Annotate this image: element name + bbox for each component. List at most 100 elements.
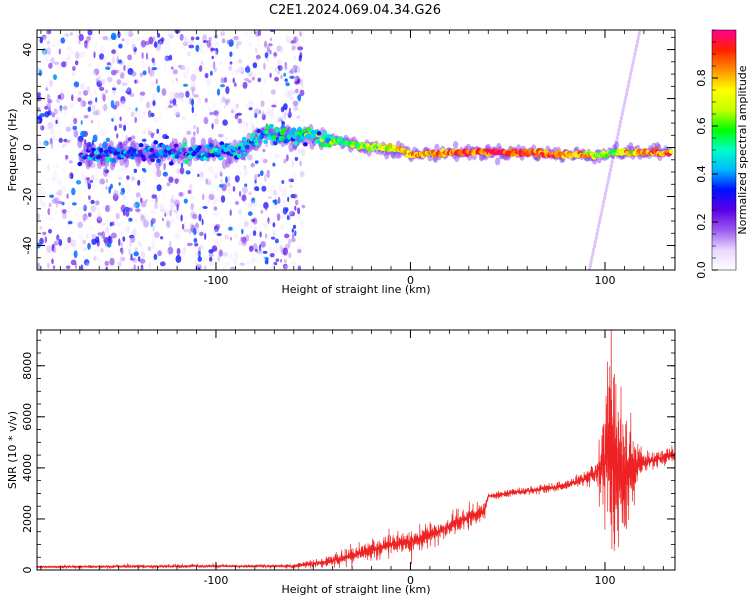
noise-speckle bbox=[158, 125, 162, 133]
noise-speckle bbox=[164, 212, 167, 217]
noise-speckle bbox=[131, 267, 135, 270]
noise-speckle bbox=[193, 94, 199, 98]
noise-speckle bbox=[155, 203, 160, 208]
noise-speckle bbox=[271, 184, 276, 190]
noise-speckle bbox=[248, 191, 253, 195]
noise-speckle bbox=[124, 206, 130, 212]
noise-speckle bbox=[128, 248, 131, 255]
noise-speckle bbox=[232, 257, 238, 265]
noise-speckle bbox=[120, 191, 124, 196]
noise-speckle bbox=[52, 164, 59, 169]
noise-speckle bbox=[47, 164, 50, 171]
noise-speckle bbox=[51, 123, 57, 127]
ridge-mark bbox=[197, 145, 202, 150]
noise-speckle bbox=[93, 68, 100, 76]
ridge-halo-mark bbox=[453, 141, 459, 149]
noise-speckle bbox=[157, 42, 161, 50]
colorbar-ticks: 0.0 0.2 0.4 0.6 0.8 bbox=[695, 29, 718, 279]
noise-speckle bbox=[125, 134, 128, 143]
noise-speckle bbox=[236, 59, 241, 63]
noise-speckle bbox=[95, 109, 101, 116]
noise-speckle bbox=[182, 45, 186, 51]
noise-speckle bbox=[248, 42, 252, 48]
noise-speckle bbox=[281, 121, 285, 126]
noise-speckle bbox=[89, 179, 94, 184]
noise-speckle bbox=[193, 124, 197, 130]
noise-speckle bbox=[111, 118, 114, 122]
noise-speckle bbox=[191, 167, 195, 173]
noise-speckle bbox=[106, 242, 112, 248]
noise-speckle bbox=[261, 113, 266, 121]
noise-speckle bbox=[61, 61, 67, 68]
noise-speckle bbox=[206, 40, 212, 48]
noise-speckle bbox=[280, 259, 283, 263]
diagonal-streak-mark bbox=[629, 71, 633, 77]
ridge-mark bbox=[181, 147, 187, 153]
ridge-halo-mark bbox=[454, 154, 460, 163]
noise-speckle bbox=[41, 47, 47, 55]
spectrogram-heatmap bbox=[37, 30, 674, 270]
noise-speckle bbox=[288, 238, 292, 244]
noise-speckle bbox=[45, 245, 52, 249]
noise-speckle bbox=[290, 261, 297, 265]
noise-speckle bbox=[61, 235, 64, 243]
ridge-mark bbox=[220, 144, 226, 149]
noise-speckle bbox=[245, 104, 250, 109]
noise-speckle bbox=[193, 238, 198, 243]
noise-speckle bbox=[155, 196, 158, 204]
noise-speckle bbox=[139, 258, 146, 264]
noise-speckle bbox=[155, 78, 158, 85]
noise-speckle bbox=[243, 220, 249, 228]
noise-speckle bbox=[245, 121, 248, 128]
noise-speckle bbox=[212, 196, 219, 205]
noise-speckle bbox=[169, 91, 175, 99]
noise-speckle bbox=[58, 188, 63, 197]
noise-speckle bbox=[260, 153, 263, 161]
noise-speckle bbox=[291, 172, 297, 181]
ridge-mark bbox=[111, 158, 117, 163]
noise-speckle bbox=[224, 234, 230, 240]
noise-speckle bbox=[70, 239, 77, 248]
noise-speckle bbox=[56, 130, 62, 135]
noise-speckle bbox=[126, 175, 130, 180]
noise-speckle bbox=[37, 143, 40, 147]
ridge-halo-mark bbox=[247, 142, 253, 152]
noise-speckle bbox=[199, 139, 205, 145]
ridge-halo-mark bbox=[228, 154, 235, 165]
noise-speckle bbox=[71, 113, 75, 120]
noise-speckle bbox=[88, 195, 91, 201]
noise-speckle bbox=[278, 186, 283, 192]
noise-speckle bbox=[186, 242, 193, 247]
noise-speckle bbox=[133, 216, 139, 224]
noise-speckle bbox=[268, 265, 274, 269]
noise-speckle bbox=[278, 184, 282, 188]
noise-speckle bbox=[101, 93, 106, 101]
noise-speckle bbox=[51, 258, 54, 265]
noise-speckle bbox=[227, 187, 233, 195]
diagonal-streak-mark bbox=[637, 31, 641, 37]
noise-speckle bbox=[185, 170, 191, 175]
noise-speckle bbox=[90, 71, 97, 76]
noise-speckle bbox=[210, 47, 217, 52]
noise-speckle bbox=[49, 137, 53, 145]
noise-speckle bbox=[284, 78, 288, 83]
noise-speckle bbox=[204, 232, 207, 241]
noise-speckle bbox=[191, 106, 194, 114]
diagonal-streak-mark bbox=[588, 263, 592, 269]
noise-speckle bbox=[95, 206, 101, 213]
noise-speckle bbox=[99, 129, 106, 137]
ridge-mark bbox=[184, 159, 190, 165]
noise-speckle bbox=[283, 88, 289, 96]
noise-speckle bbox=[273, 262, 278, 266]
noise-speckle bbox=[179, 251, 186, 258]
noise-speckle bbox=[221, 137, 228, 142]
noise-speckle bbox=[200, 60, 204, 67]
ridge-halo-mark bbox=[496, 142, 502, 151]
noise-speckle bbox=[266, 107, 271, 115]
noise-speckle bbox=[118, 59, 122, 64]
noise-speckle bbox=[122, 100, 126, 107]
noise-speckle bbox=[301, 204, 306, 209]
noise-speckle bbox=[207, 137, 213, 145]
noise-speckle bbox=[173, 107, 179, 116]
noise-speckle bbox=[226, 39, 230, 45]
